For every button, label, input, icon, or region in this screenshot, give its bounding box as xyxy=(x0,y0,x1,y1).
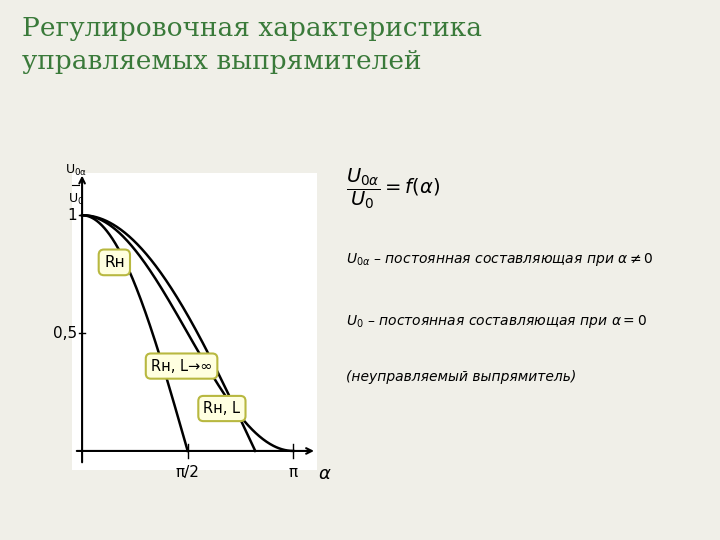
Text: Регулировочная характеристика
управляемых выпрямителей: Регулировочная характеристика управляемы… xyxy=(22,16,482,74)
Text: Rн, L: Rн, L xyxy=(204,401,240,416)
Text: Rн, L→∞: Rн, L→∞ xyxy=(151,359,212,374)
Text: 0,5: 0,5 xyxy=(53,326,77,341)
Text: $\dfrac{U_{0\alpha}}{U_0} = f(\alpha)$: $\dfrac{U_{0\alpha}}{U_0} = f(\alpha)$ xyxy=(346,166,441,211)
Text: Rн: Rн xyxy=(104,255,125,270)
Text: π: π xyxy=(289,465,298,480)
Text: α: α xyxy=(318,465,330,483)
Text: $U_0$ – постоянная составляющая при $\alpha = 0$: $U_0$ – постоянная составляющая при $\al… xyxy=(346,313,647,330)
Text: $\mathregular{U_{0\alpha}}$: $\mathregular{U_{0\alpha}}$ xyxy=(65,163,87,178)
Text: (неуправляемый выпрямитель): (неуправляемый выпрямитель) xyxy=(346,369,577,383)
Text: $\mathregular{U_0}$: $\mathregular{U_0}$ xyxy=(68,192,84,207)
Text: $U_{0\alpha}$ – постоянная составляющая при $\alpha \neq 0$: $U_{0\alpha}$ – постоянная составляющая … xyxy=(346,251,654,267)
Text: π/2: π/2 xyxy=(176,465,199,480)
Text: 1: 1 xyxy=(68,208,77,222)
